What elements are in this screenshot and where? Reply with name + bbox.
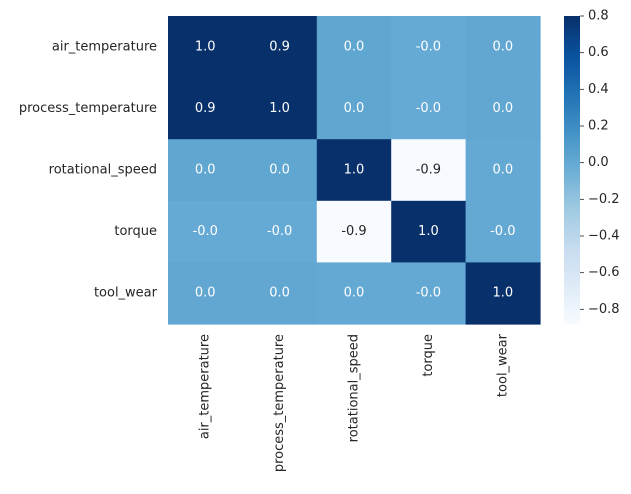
heatmap-cell-label-r1-c3: -0.0: [416, 101, 441, 116]
heatmap-cell-label-r4-c3: -0.0: [416, 286, 441, 301]
colorbar-tick-label-1: 0.6: [588, 45, 609, 60]
heatmap-cell-r3-c3: [391, 200, 467, 263]
colorbar-tick-label-3: 0.2: [588, 119, 609, 134]
x-tick-label-1: process_temperature: [272, 334, 287, 472]
heatmap-cell-label-r3-c1: -0.0: [267, 224, 292, 239]
colorbar-tick-label-7: −0.6: [588, 265, 620, 280]
y-tick-label-2: rotational_speed: [49, 163, 157, 178]
heatmap-cell-label-r2-c0: 0.0: [195, 163, 216, 178]
y-tick-label-4: tool_wear: [94, 286, 158, 301]
heatmap-cells: [168, 16, 541, 325]
colorbar: 0.8 0.6 0.4 0.2 0.0 −0.2 −0.4 −0.6 −0.8: [564, 9, 620, 324]
colorbar-tick-label-6: −0.4: [588, 229, 620, 244]
y-tick-label-0: air_temperature: [52, 39, 157, 54]
heatmap-cell-r0-c2: [316, 16, 392, 79]
heatmap-cell-label-r0-c2: 0.0: [344, 39, 365, 54]
heatmap-cell-label-r1-c4: 0.0: [492, 101, 513, 116]
heatmap-cell-r2-c0: [168, 139, 243, 202]
colorbar-tick-label-5: −0.2: [588, 192, 620, 207]
heatmap-cell-label-r3-c2: -0.9: [341, 224, 366, 239]
heatmap-cell-r1-c3: [391, 77, 467, 140]
heatmap-cell-label-r2-c2: 1.0: [344, 163, 365, 178]
heatmap-cell-label-r0-c3: -0.0: [416, 39, 441, 54]
heatmap-cell-label-r0-c1: 0.9: [269, 39, 290, 54]
heatmap-cell-label-r4-c0: 0.0: [195, 286, 216, 301]
colorbar-gradient: [564, 16, 580, 324]
heatmap-cell-label-r1-c1: 1.0: [269, 101, 290, 116]
heatmap-cell-label-r2-c3: -0.9: [416, 163, 441, 178]
heatmap-cell-r4-c4: [465, 262, 541, 325]
heatmap-cell-label-r1-c0: 0.9: [195, 101, 216, 116]
heatmap-cell-r0-c4: [465, 16, 541, 79]
heatmap-cell-r4-c3: [391, 262, 467, 325]
heatmap-cell-label-r2-c1: 0.0: [269, 163, 290, 178]
heatmap-cell-label-r0-c0: 1.0: [195, 39, 216, 54]
heatmap-cell-label-r2-c4: 0.0: [492, 163, 513, 178]
y-tick-labels: air_temperature process_temperaturerotati…: [19, 39, 158, 300]
colorbar-tick-label-8: −0.8: [588, 302, 620, 317]
x-tick-label-3: torque: [421, 334, 436, 377]
heatmap-cell-label-r3-c3: 1.0: [418, 224, 439, 239]
heatmap-cell-r3-c1: [242, 200, 318, 263]
heatmap-cell-label-r4-c4: 1.0: [492, 286, 513, 301]
heatmap-cell-r1-c0: [168, 77, 243, 140]
x-tick-label-2: rotational_speed: [347, 334, 362, 442]
heatmap-cell-label-r3-c4: -0.0: [490, 224, 515, 239]
y-tick-label-1: process_temperature: [19, 101, 157, 116]
heatmap-cell-r3-c2: [316, 200, 392, 263]
heatmap-cell-label-r0-c4: 0.0: [492, 39, 513, 54]
colorbar-tick-label-0: 0.8: [588, 9, 609, 24]
heatmap-cell-r1-c4: [465, 77, 541, 140]
heatmap-cell-r2-c3: [391, 139, 467, 202]
x-tick-label-0: air_temperature: [198, 334, 213, 439]
heatmap-cell-label-r4-c2: 0.0: [344, 286, 365, 301]
heatmap-cell-r0-c0: [168, 16, 243, 79]
heatmap-cell-r0-c1: [242, 16, 318, 79]
heatmap-cell-label-r4-c1: 0.0: [269, 286, 290, 301]
heatmap-cell-r2-c1: [242, 139, 318, 202]
heatmap-cell-r2-c2: [316, 139, 392, 202]
heatmap-cell-r3-c0: [168, 200, 243, 263]
heatmap-cell-r0-c3: [391, 16, 467, 79]
heatmap-cell-r4-c1: [242, 262, 318, 325]
heatmap-cell-r1-c1: [242, 77, 318, 140]
heatmap-cell-labels: 1.0 0.9 0.0 -0.0 0.0 0.9 1.0 0.0 -0.0 0.0 0.0 0.0 1.…: [193, 39, 516, 300]
heatmap-cell-r4-c2: [316, 262, 392, 325]
heatmap-cell-r3-c4: [465, 200, 541, 263]
heatmap-cell-r1-c2: [316, 77, 392, 140]
colorbar-tick-label-4: 0.0: [588, 155, 609, 170]
heatmap-cell-label-r1-c2: 0.0: [344, 101, 365, 116]
heatmap-cell-r2-c4: [465, 139, 541, 202]
heatmap-cell-r4-c0: [168, 262, 243, 325]
x-tick-labels: air_temperature process_temperature rotati…: [198, 333, 511, 472]
x-tick-label-4: tool_wear: [495, 333, 510, 397]
y-tick-label-3: torque: [114, 224, 157, 239]
heatmap-cell-label-r3-c0: -0.0: [193, 224, 218, 239]
colorbar-tick-label-2: 0.4: [588, 82, 609, 97]
